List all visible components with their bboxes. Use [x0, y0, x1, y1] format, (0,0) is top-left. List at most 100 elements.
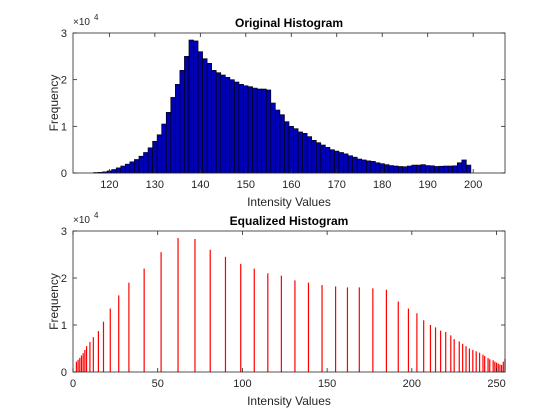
x-tick-label: 150: [318, 378, 336, 390]
x-tick-label: 190: [419, 179, 437, 191]
histogram-bar: [325, 147, 331, 174]
histogram-bar: [197, 51, 203, 174]
histogram-bar: [124, 163, 131, 174]
histogram-bar: [356, 158, 363, 174]
histogram-bar: [161, 123, 167, 174]
histogram-bar: [452, 165, 458, 174]
y-exponent-power: 4: [94, 211, 99, 220]
histogram-bar: [352, 156, 358, 174]
y-axis-label: Frequency: [47, 273, 61, 330]
x-tick-label: 200: [464, 179, 482, 191]
histogram-bar: [375, 162, 381, 174]
histogram-bar: [234, 81, 240, 174]
x-tick-label: 50: [152, 378, 164, 390]
histogram-bar: [411, 164, 417, 174]
histogram-bar: [406, 165, 413, 174]
chart-title: Original Histogram: [235, 16, 343, 30]
y-tick-label: 2: [61, 75, 67, 87]
histogram-bar: [384, 164, 390, 174]
histogram-bar: [202, 58, 208, 174]
y-exponent-power: 4: [94, 13, 99, 22]
y-tick-label: 1: [61, 121, 67, 133]
histogram-bar: [152, 140, 158, 174]
histogram-bar: [147, 147, 153, 174]
histogram-bar: [170, 97, 176, 174]
histogram-bar: [270, 102, 276, 174]
histogram-bar: [338, 152, 344, 174]
x-tick-label: 180: [373, 179, 391, 191]
histogram-bar: [111, 169, 117, 174]
histogram-bar: [315, 142, 322, 174]
histogram-bar: [156, 134, 162, 174]
histogram-bar: [393, 165, 399, 174]
chart-panel-2: 0 50 100 150 200 250 0 1 2 3 ×10 4 Equalized Histogr…: [47, 211, 506, 408]
histogram-bar: [306, 136, 313, 174]
histogram-bar: [165, 112, 172, 174]
histogram-bar: [261, 88, 267, 174]
histogram-bar: [456, 162, 463, 174]
x-tick-label: 150: [237, 179, 255, 191]
histogram-bar: [447, 165, 454, 174]
x-tick-label: 130: [146, 179, 164, 191]
y-exponent-label: ×10: [73, 17, 90, 28]
histogram-bar: [238, 84, 244, 174]
histogram-bar: [297, 131, 303, 174]
chart-title: Equalized Histogram: [230, 214, 349, 228]
y-tick-label: 0: [61, 168, 67, 180]
y-tick-label: 2: [61, 273, 67, 285]
histogram-bar: [311, 140, 317, 174]
histogram-bar: [343, 153, 349, 174]
histogram-bar: [443, 165, 449, 174]
data-series: [75, 238, 506, 372]
histogram-bar: [256, 88, 263, 174]
histogram-bar: [288, 126, 294, 174]
axes-box: [72, 32, 506, 174]
histogram-bar: [420, 164, 426, 174]
histogram-bar: [188, 39, 194, 174]
y-exponent-label: ×10: [73, 215, 90, 226]
y-axis-label: Frequency: [47, 75, 61, 132]
y-tick-label: 3: [61, 226, 67, 238]
x-tick-label: 120: [100, 179, 118, 191]
histogram-bar: [388, 165, 394, 174]
x-axis-label: Intensity Values: [247, 195, 331, 209]
histogram-bar: [466, 164, 472, 174]
histogram-bar: [179, 70, 185, 174]
axes-box: [72, 230, 506, 373]
histogram-bar: [138, 155, 144, 174]
histogram-bar: [134, 159, 140, 174]
histogram-bar: [265, 89, 272, 174]
histogram-bar: [225, 77, 231, 174]
histogram-bar: [370, 161, 376, 174]
histogram-bar: [211, 70, 217, 174]
x-tick-label: 140: [191, 179, 209, 191]
x-tick-label: 170: [328, 179, 346, 191]
histogram-bar: [175, 84, 181, 174]
histogram-bar: [243, 85, 249, 174]
histogram-bar: [184, 56, 190, 174]
histogram-bar: [129, 161, 135, 174]
histogram-bar: [397, 166, 403, 174]
x-tick-label: 250: [487, 378, 505, 390]
histogram-bar: [361, 159, 367, 174]
histogram-bar: [115, 167, 122, 174]
histogram-bar: [143, 152, 149, 174]
chart-panel-1: 120 130 140 150 160 170 180 190 200 0 1 2 3 ×10 4 Origi…: [47, 13, 506, 209]
histogram-bar: [206, 63, 212, 174]
x-axis-label: Intensity Values: [247, 394, 331, 408]
histogram-bar: [252, 87, 258, 174]
histogram-bar: [329, 149, 335, 174]
histogram-bar: [347, 155, 353, 174]
histogram-bar: [461, 159, 467, 174]
histogram-bar: [229, 79, 235, 174]
x-tick-label: 0: [70, 378, 76, 390]
histogram-bar: [366, 160, 372, 174]
y-tick-label: 1: [61, 320, 67, 332]
histogram-bar: [320, 144, 326, 174]
histogram-bar: [284, 121, 290, 174]
histogram-bar: [193, 40, 199, 174]
y-tick-label: 0: [61, 367, 67, 379]
histogram-bar: [220, 74, 226, 174]
